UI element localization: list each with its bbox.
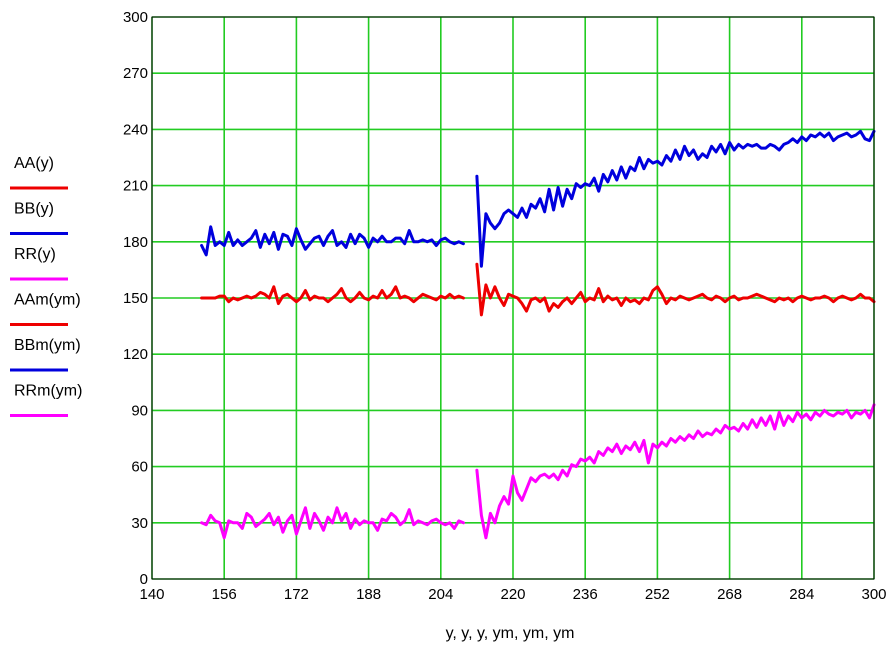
series-line-aam-ym (475, 262, 876, 317)
series-line-bb-y (200, 225, 465, 257)
y-tick-label: 270 (123, 65, 148, 82)
x-tick-label: 204 (428, 586, 453, 603)
y-tick-label: 180 (123, 234, 148, 251)
y-tick-label: 240 (123, 121, 148, 138)
y-tick-label: 30 (131, 515, 148, 532)
legend-label: BBm(ym) (14, 337, 81, 354)
series-line-rr-y (200, 506, 465, 540)
legend-label: AAm(ym) (14, 292, 81, 309)
x-tick-label: 252 (645, 586, 670, 603)
x-tick-label: 284 (789, 586, 814, 603)
legend-label: RRm(ym) (14, 383, 82, 400)
y-tick-label: 0 (140, 571, 148, 588)
y-tick-label: 120 (123, 346, 148, 363)
x-tick-label: 156 (212, 586, 237, 603)
series-line-bbm-ym (475, 129, 876, 268)
legend-label: BB(y) (14, 201, 54, 218)
y-tick-label: 60 (131, 459, 148, 476)
legend-label: AA(y) (14, 155, 54, 172)
x-tick-label: 268 (717, 586, 742, 603)
series-line-aa-y (200, 285, 465, 306)
series-line-rrm-ym (475, 403, 876, 540)
legend-label: RR(y) (14, 246, 56, 263)
x-axis-label: y, y, y, ym, ym, ym (446, 625, 575, 642)
x-tick-label: 236 (573, 586, 598, 603)
x-tick-label: 140 (139, 586, 164, 603)
x-tick-label: 220 (500, 586, 525, 603)
legend: AA(y) BB(y) RR(y) AAm(ym) BBm(ym) RRm(ym) (10, 155, 82, 417)
y-tick-label: 210 (123, 178, 148, 195)
x-tick-label: 172 (284, 586, 309, 603)
y-tick-label: 150 (123, 290, 148, 307)
x-tick-labels: 140 156 172 188 204 220 236 252 268 284 300 (139, 586, 886, 603)
x-tick-label: 188 (356, 586, 381, 603)
y-tick-label: 300 (123, 9, 148, 26)
y-tick-label: 90 (131, 402, 148, 419)
series-lines (200, 129, 876, 540)
plot-area-frame (151, 16, 875, 580)
y-tick-labels: 0 30 60 90 120 150 180 210 240 270 300 (123, 9, 148, 588)
x-tick-label: 300 (861, 586, 886, 603)
